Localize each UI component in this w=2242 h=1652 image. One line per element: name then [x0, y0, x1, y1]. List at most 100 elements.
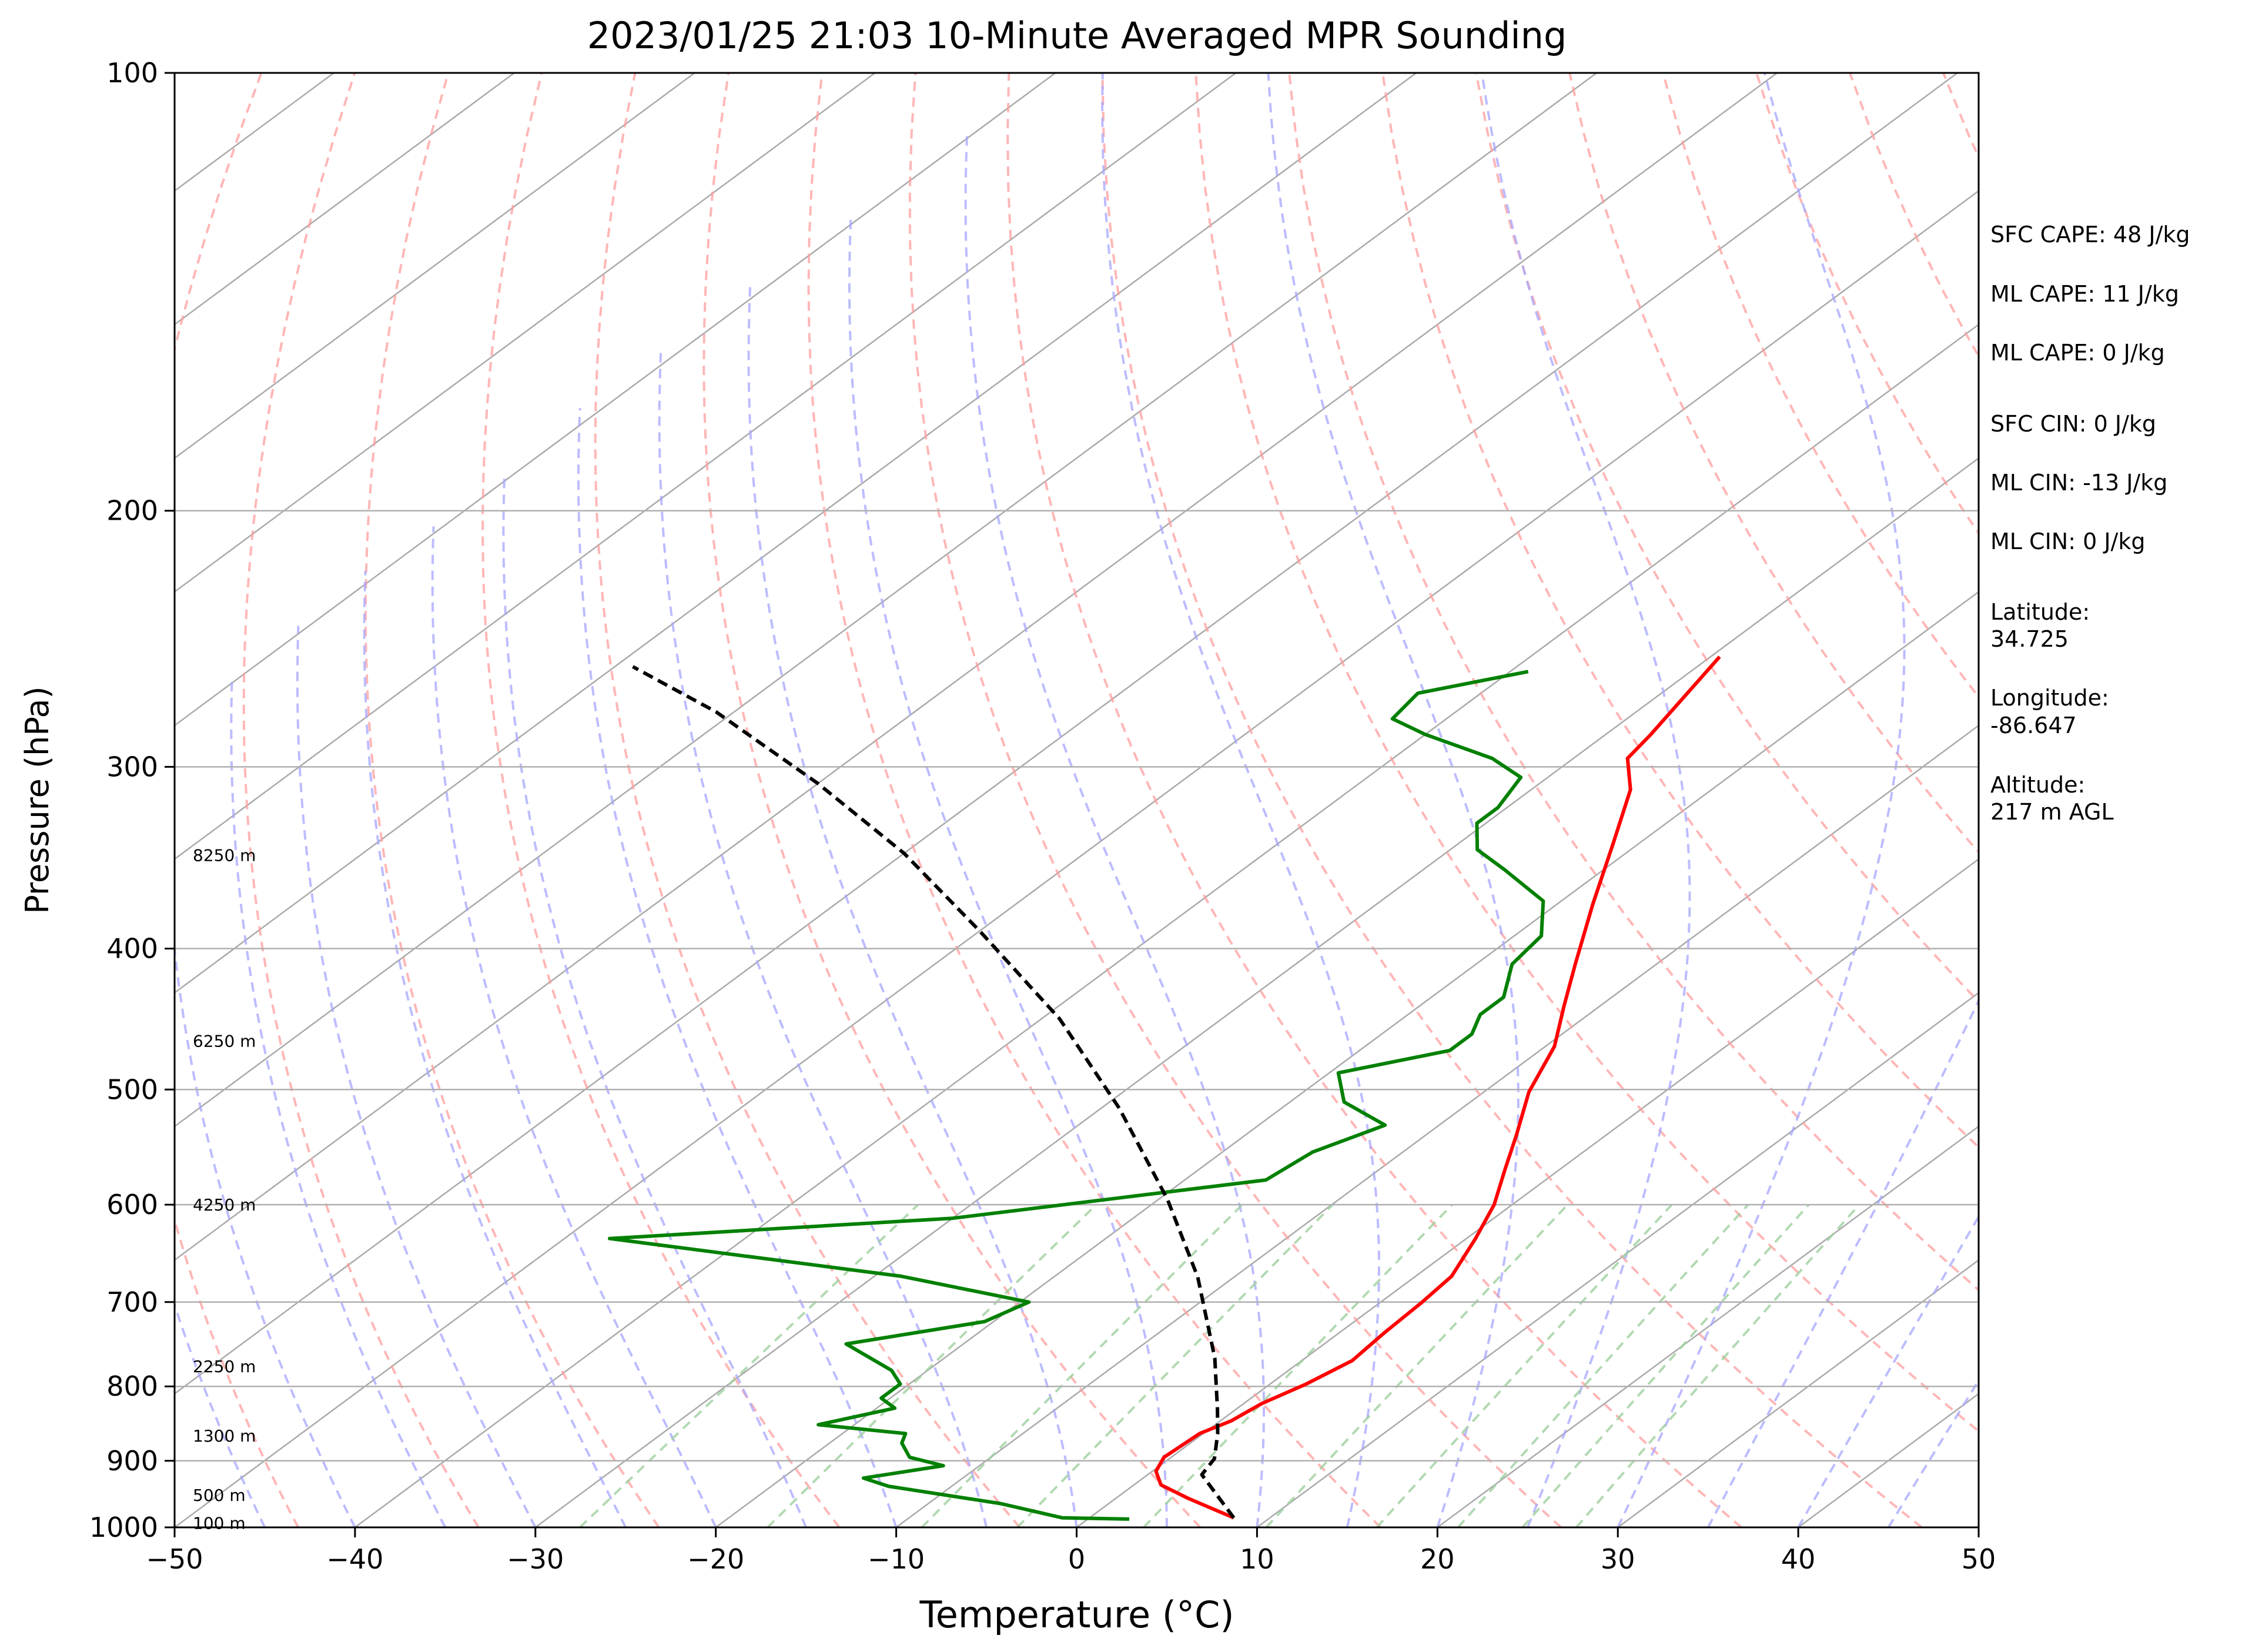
moist-adiabat [1101, 73, 1380, 1527]
x-tick-label: 40 [1781, 1543, 1816, 1575]
height-label: 8250 m [193, 846, 256, 865]
dry-adiabat [364, 73, 660, 1527]
isotherm [895, 724, 1979, 1527]
y-tick-label: 300 [106, 751, 158, 782]
isotherm [175, 73, 1056, 727]
isotherm [1076, 858, 1979, 1527]
annotation-text: ML CAPE: 11 J/kg [1990, 281, 2179, 307]
mixing-ratio-line [1575, 1203, 1860, 1527]
y-tick-label: 600 [106, 1189, 158, 1220]
moist-adiabat [502, 478, 808, 1527]
dry-adiabat [594, 73, 1021, 1527]
x-tick-label: 30 [1601, 1543, 1635, 1575]
chart-title: 2023/01/25 21:03 10-Minute Averaged MPR … [587, 14, 1567, 57]
height-label: 500 m [193, 1486, 246, 1505]
mixing-ratio-line [767, 1203, 1097, 1527]
y-axis-ticks: 1000 900 800 700 600 500 400 300 200 100 [89, 57, 175, 1543]
temperature-profile [1154, 656, 1721, 1520]
moist-adiabat [363, 571, 627, 1527]
y-tick-label: 400 [106, 932, 158, 964]
moist-adiabat [175, 938, 356, 1527]
height-label: 4250 m [193, 1195, 256, 1215]
x-tick-label: 20 [1420, 1543, 1455, 1575]
dry-adiabat [1381, 73, 1979, 1149]
isotherm [535, 457, 1979, 1527]
dry-adiabat [1288, 73, 1979, 1292]
sounding-parameters: SFC CAPE: 48 J/kg ML CAPE: 11 J/kg ML CAPE… [1990, 222, 2190, 825]
annotation-text: ML CIN: -13 J/kg [1990, 470, 2167, 496]
x-tick-label: −40 [326, 1543, 383, 1575]
isotherm [175, 73, 1417, 994]
dry-adiabat [702, 73, 1202, 1527]
moist-adiabat [848, 213, 1168, 1527]
isotherm [1437, 1125, 1979, 1527]
dry-adiabat [1006, 73, 1742, 1527]
annotation-text: 217 m AGL [1990, 799, 2114, 825]
dry-adiabat [1662, 73, 1979, 699]
moist-adiabat [1797, 1214, 1979, 1527]
mixing-ratio-line [1521, 1203, 1810, 1527]
moist-adiabat [296, 626, 537, 1527]
height-labels: 100 m 500 m 1300 m 2250 m 4250 m 6250 m 8250 m [193, 846, 256, 1533]
y-tick-label: 1000 [89, 1511, 158, 1543]
isotherm [175, 73, 1237, 860]
isotherm [175, 73, 515, 326]
background-lines [175, 73, 1979, 1527]
dry-adiabat [1101, 73, 1923, 1527]
annotation-text: Altitude: [1990, 772, 2085, 798]
parcel-path [632, 665, 1236, 1519]
moist-adiabat [964, 133, 1265, 1527]
y-axis-label: Pressure (hPa) [19, 686, 56, 914]
isotherm [354, 323, 1979, 1527]
dry-adiabat [807, 73, 1382, 1527]
dewpoint-profile [608, 670, 1545, 1521]
moist-adiabat [747, 285, 1078, 1527]
annotation-text: -86.647 [1990, 713, 2077, 738]
x-tick-label: 50 [1962, 1543, 1996, 1575]
annotation-text: ML CIN: 0 J/kg [1990, 529, 2145, 554]
y-tick-label: 800 [106, 1370, 158, 1402]
isotherm [1617, 1259, 1979, 1527]
annotation-text: 34.725 [1990, 626, 2069, 652]
dry-adiabat [1568, 73, 1979, 854]
annotation-text: SFC CIN: 0 J/kg [1990, 411, 2156, 437]
moist-adiabat [230, 676, 447, 1527]
sounding-profiles [608, 656, 1721, 1521]
annotation-text: ML CAPE: 0 J/kg [1990, 340, 2165, 366]
x-tick-label: −10 [868, 1543, 925, 1575]
y-tick-label: 200 [106, 495, 158, 527]
annotation-text: SFC CAPE: 48 J/kg [1990, 222, 2190, 248]
dry-adiabat [242, 73, 480, 1527]
x-tick-label: −20 [687, 1543, 744, 1575]
x-tick-label: 10 [1240, 1543, 1274, 1575]
dry-adiabat [481, 73, 841, 1527]
x-axis-ticks: −50 −40 −30 −20 −10 0 10 20 30 40 50 [146, 1527, 1996, 1575]
moist-adiabat [1480, 73, 1691, 1527]
dry-adiabat [1194, 73, 1979, 1433]
isotherm [1256, 992, 1979, 1527]
isotherm [715, 591, 1979, 1527]
dry-adiabat [175, 73, 299, 1527]
moist-adiabat [1706, 998, 1979, 1527]
y-tick-label: 700 [106, 1286, 158, 1318]
height-label: 2250 m [193, 1357, 256, 1376]
dry-adiabat [908, 73, 1562, 1527]
x-axis-label: Temperature (°C) [919, 1593, 1234, 1636]
annotation-text: Longitude: [1990, 685, 2109, 711]
x-tick-label: −50 [146, 1543, 203, 1575]
moist-adiabat [577, 408, 898, 1527]
x-tick-label: −30 [507, 1543, 564, 1575]
height-label: 6250 m [193, 1032, 256, 1051]
moist-adiabat [1887, 1378, 1979, 1527]
isotherm [175, 73, 876, 593]
height-label: 100 m [193, 1513, 246, 1533]
moist-adiabat [658, 349, 988, 1527]
isotherm [175, 73, 1597, 1128]
y-tick-label: 500 [106, 1074, 158, 1105]
moist-adiabat [1267, 73, 1520, 1527]
height-label: 1300 m [193, 1426, 256, 1446]
y-tick-label: 900 [106, 1445, 158, 1477]
moist-adiabat [175, 1301, 266, 1527]
x-tick-label: 0 [1068, 1543, 1085, 1575]
